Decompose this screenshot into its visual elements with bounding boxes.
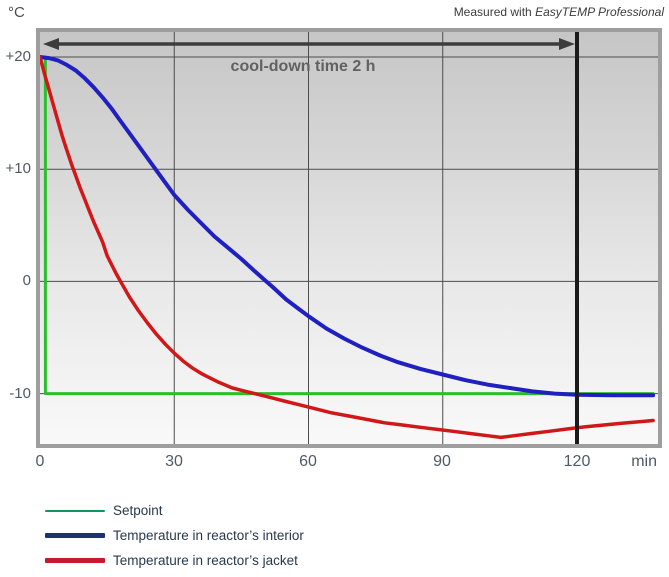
plot-area: [36, 28, 662, 448]
y-tick-zero: 0: [22, 272, 31, 289]
y-tick-plus10: +10: [5, 160, 31, 177]
legend-label: Temperature in reactor’s jacket: [113, 553, 298, 568]
x-axis-unit-label: min: [631, 453, 657, 470]
legend-item-setpoint: Setpoint: [45, 498, 304, 523]
legend-item-interior: Temperature in reactor’s interior: [45, 523, 304, 548]
attribution: Measured with EasyTEMP Professional: [454, 5, 664, 19]
legend-label: Temperature in reactor’s interior: [113, 528, 304, 543]
setpoint-line-swatch: [45, 509, 105, 512]
y-tick-minus10: -10: [9, 385, 31, 402]
attribution-product: EasyTEMP Professional: [535, 5, 664, 19]
x-tick-60: 60: [299, 453, 317, 470]
legend-item-jacket: Temperature in reactor’s jacket: [45, 548, 304, 573]
x-tick-120: 120: [563, 453, 591, 470]
x-tick-90: 90: [433, 453, 451, 470]
interior-line-swatch: [45, 533, 105, 538]
y-axis-unit-label: °C: [8, 4, 25, 21]
attribution-prefix: Measured with: [453, 5, 536, 19]
jacket-line-swatch: [45, 558, 105, 563]
y-tick-plus20: +20: [5, 48, 31, 65]
cooldown-annotation-label: cool-down time 2 h: [230, 58, 376, 75]
legend-label: Setpoint: [113, 503, 163, 518]
x-tick-30: 30: [165, 453, 183, 470]
legend: Setpoint Temperature in reactor’s interi…: [45, 498, 304, 573]
x-tick-0: 0: [35, 453, 45, 470]
